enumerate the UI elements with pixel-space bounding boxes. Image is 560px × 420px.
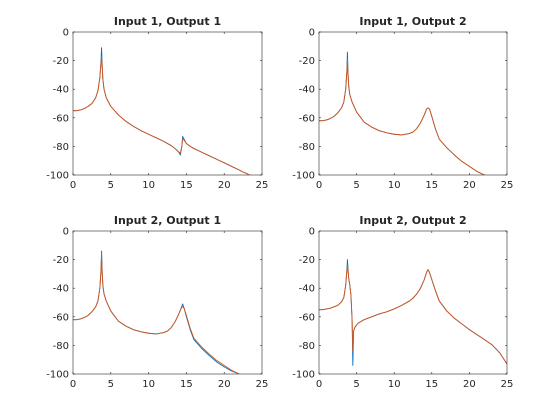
- subplot-2: 0 5 10 15 20 25 0 -20 -40 -60 -80 -100 Input 1, Outp…: [292, 15, 513, 191]
- y-tick-label: -40: [299, 85, 315, 96]
- x-tick-label: 0: [316, 180, 322, 191]
- x-tick-label: 15: [180, 379, 193, 390]
- x-tick-label: 5: [353, 180, 359, 191]
- series-line-2: [319, 58, 485, 175]
- x-tick-label: 5: [108, 379, 114, 390]
- x-tick-label: 20: [218, 379, 231, 390]
- y-tick-label: -80: [53, 341, 69, 352]
- x-tick-label: 25: [256, 180, 269, 191]
- y-tick-label: -100: [292, 171, 315, 182]
- x-tick-label: 15: [180, 180, 193, 191]
- x-tick-label: 0: [70, 379, 76, 390]
- y-tick-label: -40: [53, 85, 69, 96]
- y-tick-label: 0: [63, 227, 69, 238]
- y-tick-label: -20: [299, 56, 315, 67]
- x-tick-label: 10: [142, 180, 155, 191]
- subplot-title: Input 1, Output 1: [114, 15, 221, 28]
- y-tick-label: -80: [299, 341, 315, 352]
- axes-box: [318, 230, 508, 375]
- y-tick-label: 0: [63, 28, 69, 39]
- x-tick-label: 5: [108, 180, 114, 191]
- subplot-title: Input 2, Output 1: [114, 214, 221, 227]
- plot-area: [319, 32, 507, 175]
- subplot-4: 0 5 10 15 20 25 0 -20 -40 -60 -80 -100 Input 2, Outp…: [292, 214, 513, 390]
- x-tick-label: 25: [256, 379, 269, 390]
- x-tick-label: 15: [425, 379, 438, 390]
- axes-box: [72, 31, 263, 176]
- y-tick-label: -20: [299, 255, 315, 266]
- y-tick-label: -60: [53, 113, 69, 124]
- x-tick-label: 0: [70, 180, 76, 191]
- x-tick-label: 20: [463, 379, 476, 390]
- plot-area: [319, 231, 507, 374]
- x-tick-label: 25: [501, 379, 514, 390]
- y-tick-label: -40: [299, 284, 315, 295]
- y-tick-label: -60: [299, 113, 315, 124]
- y-tick-label: 0: [309, 28, 315, 39]
- x-tick-label: 10: [388, 379, 401, 390]
- y-tick-label: -100: [46, 370, 69, 381]
- x-tick-label: 5: [353, 379, 359, 390]
- y-tick-label: 0: [309, 227, 315, 238]
- y-tick-label: -20: [53, 255, 69, 266]
- series-line-2: [73, 55, 251, 175]
- subplot-1: 0 5 10 15 20 25 0 -20 -40 -60 -80 -100 Input 1, Outp…: [46, 15, 268, 191]
- series-line-2: [319, 264, 507, 365]
- plot-area: [73, 32, 262, 175]
- y-tick-label: -80: [299, 142, 315, 153]
- x-tick-label: 10: [142, 379, 155, 390]
- x-tick-label: 20: [463, 180, 476, 191]
- axes-box: [318, 31, 508, 176]
- x-tick-label: 15: [425, 180, 438, 191]
- y-tick-label: -100: [292, 370, 315, 381]
- y-tick-label: -60: [299, 312, 315, 323]
- subplot-3: 0 5 10 15 20 25 0 -20 -40 -60 -80 -100 Input 2, Outp…: [46, 214, 268, 390]
- subplot-title: Input 1, Output 2: [359, 15, 466, 28]
- plot-area: [73, 231, 262, 374]
- x-tick-label: 20: [218, 180, 231, 191]
- series-line-2: [73, 253, 240, 374]
- x-tick-label: 25: [501, 180, 514, 191]
- y-tick-label: -40: [53, 284, 69, 295]
- x-tick-label: 10: [388, 180, 401, 191]
- axes-box: [72, 230, 263, 375]
- y-tick-label: -100: [46, 171, 69, 182]
- subplot-title: Input 2, Output 2: [359, 214, 466, 227]
- y-tick-label: -80: [53, 142, 69, 153]
- y-tick-label: -20: [53, 56, 69, 67]
- x-tick-label: 0: [316, 379, 322, 390]
- y-tick-label: -60: [53, 312, 69, 323]
